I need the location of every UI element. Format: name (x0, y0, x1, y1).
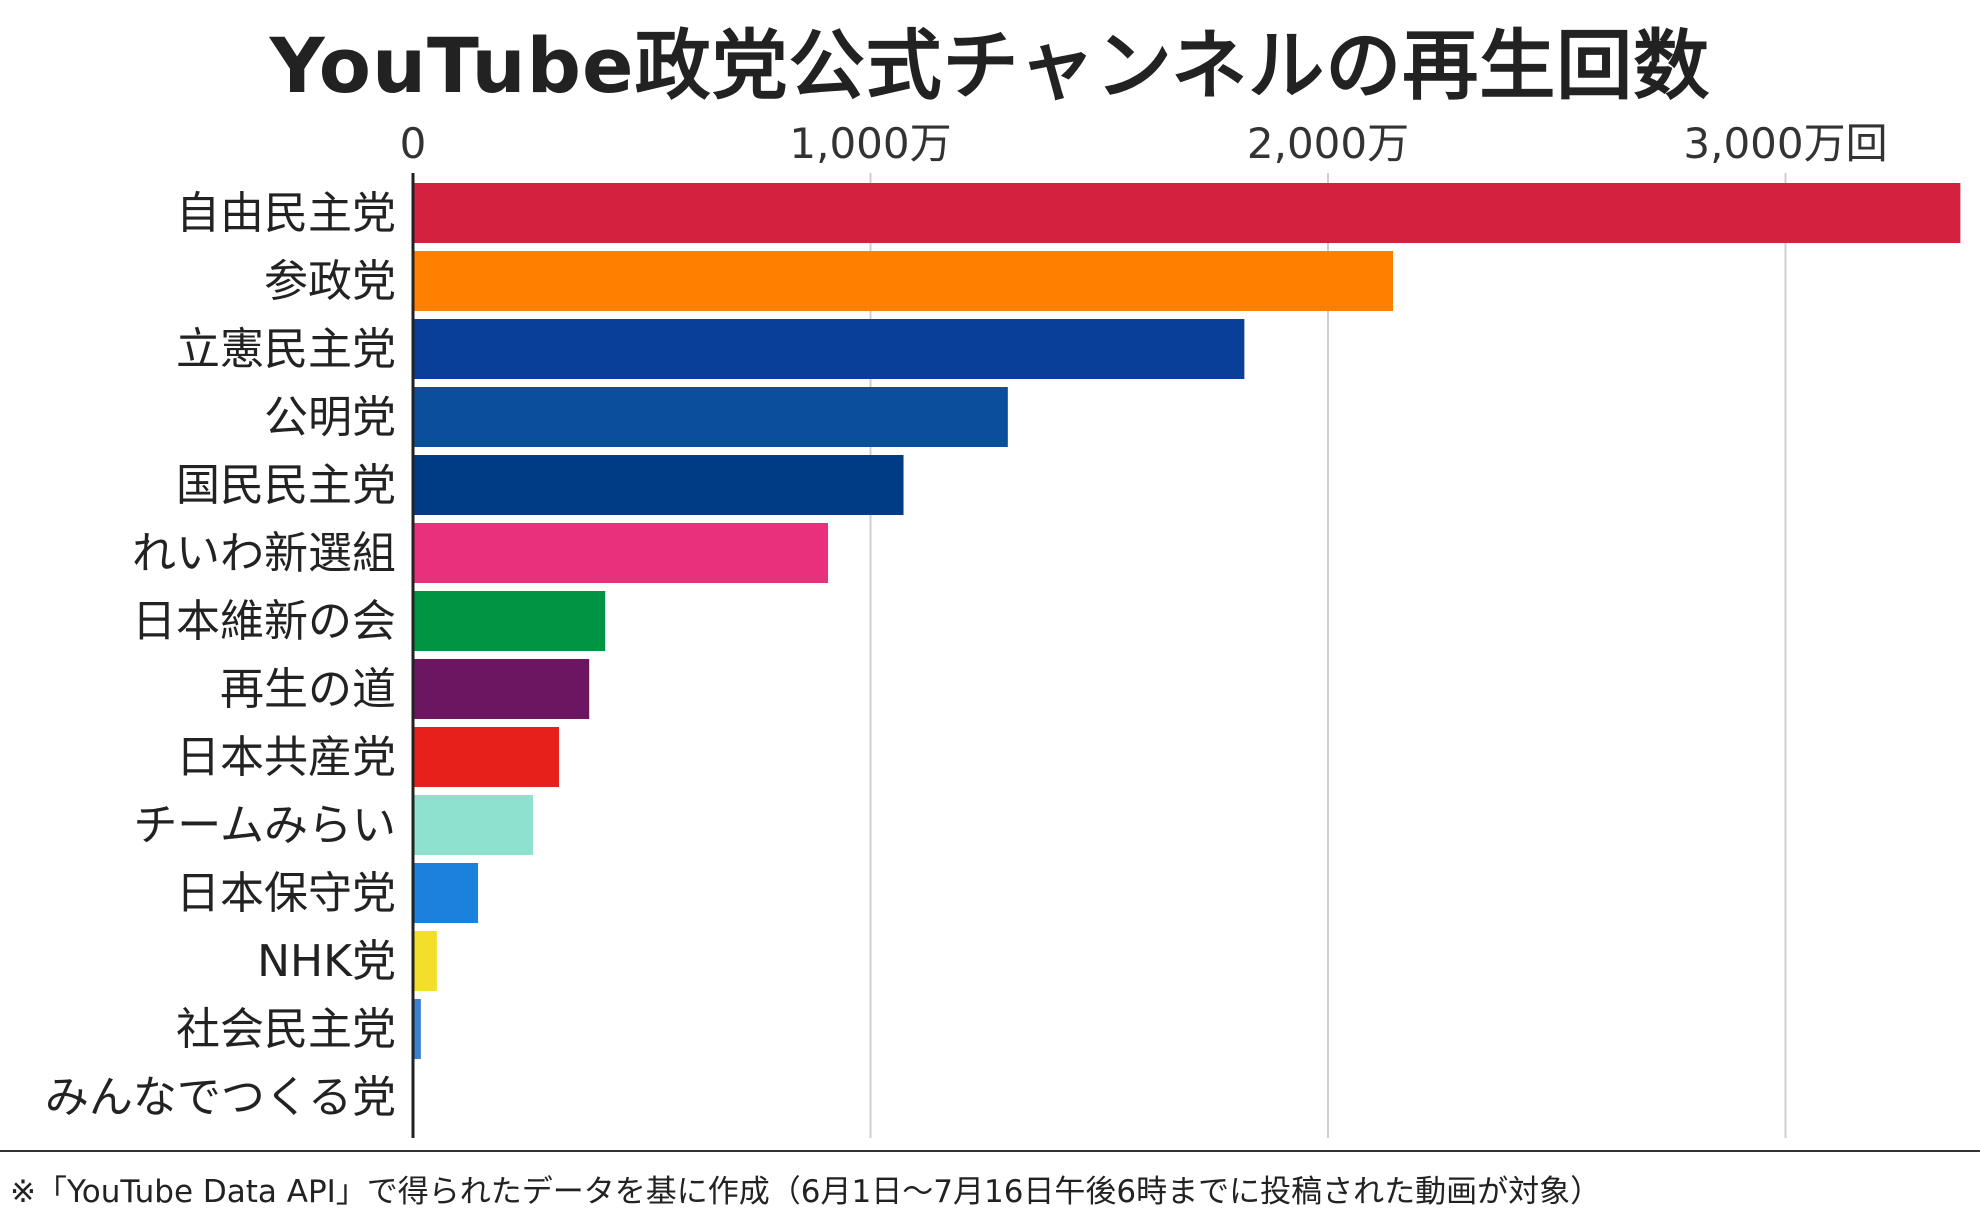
category-label: NHK党 (257, 936, 396, 987)
category-label: チームみらい (133, 800, 396, 851)
bar-6 (414, 591, 606, 651)
bar-10 (414, 863, 479, 923)
category-label: 自由民主党 (176, 188, 396, 239)
footnote-divider (0, 1150, 1980, 1152)
category-label: 参政党 (264, 256, 396, 307)
bar-11 (414, 931, 437, 991)
category-label: 社会民主党 (176, 1004, 396, 1055)
bar-5 (414, 523, 829, 583)
category-label: 日本保守党 (176, 868, 396, 919)
bar-chart: 0 1,000万 2,000万 3,000万回 自由民主党参政党立憲民主党公明党国民民… (45, 119, 1961, 1138)
footnote: ※「YouTube Data API」で得られたデータを基に作成（6月1日〜7月… (10, 1174, 1602, 1210)
bar-2 (414, 319, 1245, 379)
bar-7 (414, 659, 590, 719)
bars (414, 183, 1961, 1059)
chart-title: YouTube政党公式チャンネルの再生回数 (269, 21, 1711, 110)
category-label: 再生の道 (220, 664, 396, 715)
bar-8 (414, 727, 560, 787)
bar-1 (414, 251, 1394, 311)
x-tick-label: 0 (400, 119, 427, 168)
x-axis-ticks: 0 1,000万 2,000万 3,000万回 (400, 119, 1888, 168)
bar-12 (414, 999, 421, 1059)
x-tick-label: 1,000万 (789, 119, 951, 168)
category-label: みんなでつくる党 (45, 1072, 396, 1123)
category-label: 日本維新の会 (132, 596, 396, 647)
category-label: 立憲民主党 (176, 324, 396, 375)
bar-0 (414, 183, 1961, 243)
category-label: 公明党 (264, 392, 396, 443)
category-labels: 自由民主党参政党立憲民主党公明党国民民主党れいわ新選組日本維新の会再生の道日本共… (45, 188, 396, 1123)
bar-4 (414, 455, 904, 515)
x-tick-label: 3,000万回 (1683, 119, 1887, 168)
bar-3 (414, 387, 1008, 447)
category-label: 国民民主党 (176, 460, 396, 511)
gridlines (869, 173, 1787, 1138)
x-tick-label: 2,000万 (1247, 119, 1409, 168)
bar-9 (414, 795, 533, 855)
category-label: れいわ新選組 (132, 528, 396, 579)
category-label: 日本共産党 (176, 732, 396, 783)
